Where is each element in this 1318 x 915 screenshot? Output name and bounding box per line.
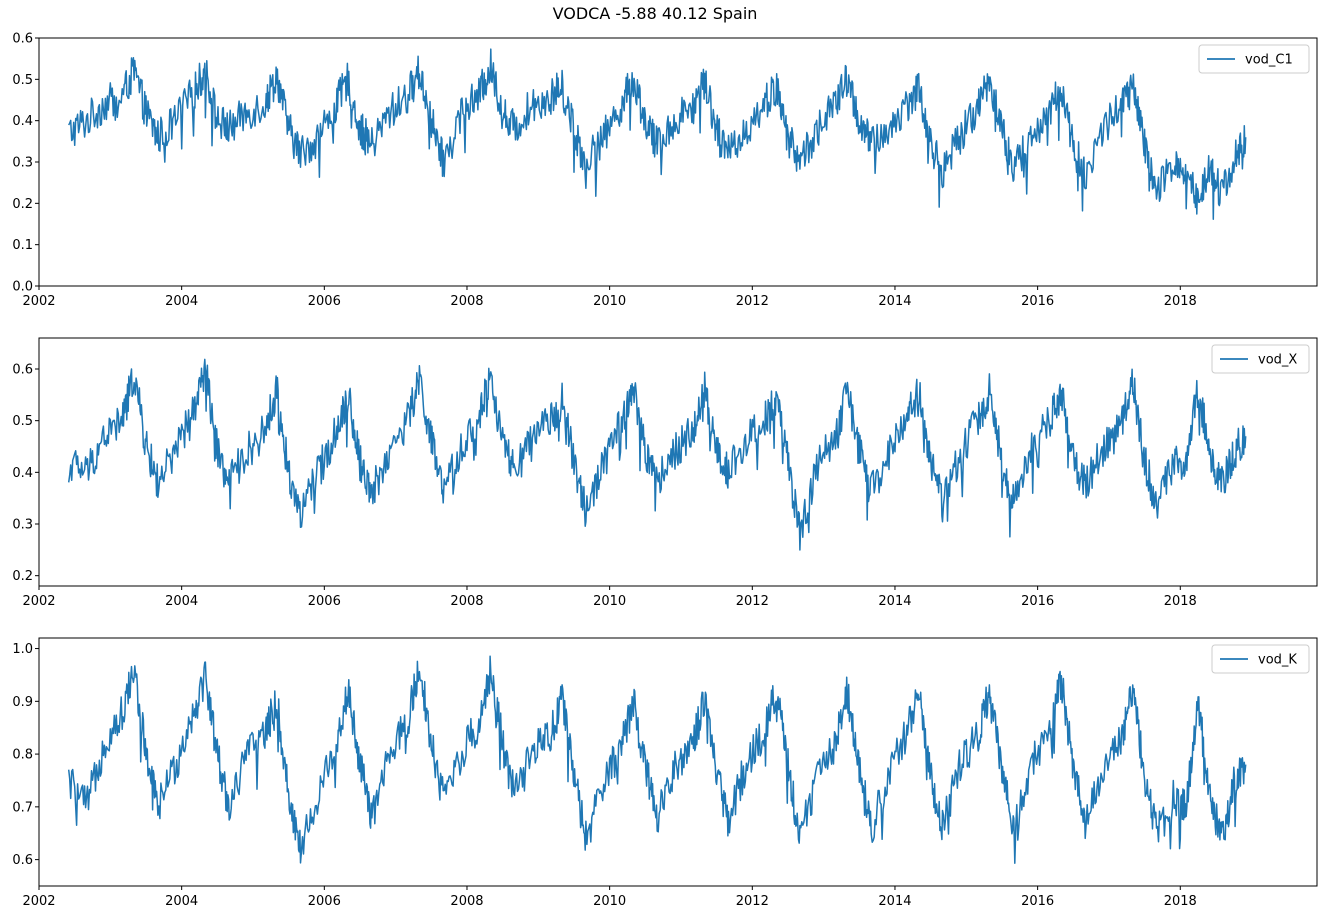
series-line-vod_C1 — [68, 48, 1247, 221]
y-tick-label: 0.5 — [12, 414, 33, 429]
x-tick-label: 2004 — [165, 294, 198, 309]
panel-2: 0.2 0.3 0.4 0.5 0.6 2002 2004 2006 2008 2010 2012 2… — [12, 337, 1318, 609]
legend-label: vod_K — [1258, 653, 1297, 668]
axes-frame — [38, 37, 1318, 287]
legend-label: vod_X — [1258, 353, 1297, 368]
x-tick-label: 2010 — [593, 294, 626, 309]
x-tick-label: 2002 — [22, 294, 55, 309]
y-tick-label: 1.0 — [12, 642, 33, 657]
x-tick-label: 2004 — [165, 594, 198, 609]
x-tick-label: 2014 — [878, 294, 911, 309]
x-tick-label: 2006 — [308, 594, 341, 609]
y-tick-label: 0.8 — [12, 748, 33, 763]
y-tick-label: 0.6 — [12, 363, 33, 378]
x-tick-label: 2008 — [450, 294, 483, 309]
x-tick-label: 2014 — [878, 894, 911, 909]
axes-frame — [38, 337, 1318, 587]
x-tick-label: 2018 — [1164, 594, 1197, 609]
x-tick-label: 2016 — [1021, 294, 1054, 309]
x-tick-label: 2002 — [22, 594, 55, 609]
x-tick-label: 2002 — [22, 894, 55, 909]
axes-frame — [38, 637, 1318, 887]
panels: 0.0 0.1 0.2 0.3 0.4 0.5 0.6 2002 2004 2006 2008 201… — [12, 32, 1318, 909]
x-tick-label: 2006 — [308, 294, 341, 309]
x-tick-label: 2004 — [165, 894, 198, 909]
x-tick-label: 2008 — [450, 594, 483, 609]
legend: vod_K — [1211, 644, 1310, 674]
x-tick-label: 2016 — [1021, 894, 1054, 909]
x-tick-label: 2014 — [878, 594, 911, 609]
y-tick-label: 0.4 — [12, 466, 33, 481]
series-line-vod_K — [67, 655, 1247, 864]
y-tick-label: 0.4 — [12, 114, 33, 129]
x-tick-label: 2012 — [736, 894, 769, 909]
y-tick-label: 0.0 — [12, 280, 33, 295]
x-tick-label: 2018 — [1164, 894, 1197, 909]
y-tick-label: 0.6 — [12, 32, 33, 47]
y-tick-label: 0.7 — [12, 800, 33, 815]
x-tick-label: 2018 — [1164, 294, 1197, 309]
x-tick-label: 2008 — [450, 894, 483, 909]
legend: vod_C1 — [1198, 44, 1310, 74]
y-tick-label: 0.6 — [12, 853, 33, 868]
y-tick-label: 0.9 — [12, 695, 33, 710]
x-tick-label: 2012 — [736, 594, 769, 609]
y-tick-label: 0.3 — [12, 518, 33, 533]
legend-box — [1211, 644, 1310, 674]
legend-box — [1211, 344, 1310, 374]
legend: vod_X — [1211, 344, 1310, 374]
y-tick-label: 0.2 — [12, 569, 33, 584]
x-tick-label: 2016 — [1021, 594, 1054, 609]
series-line-vod_X — [67, 358, 1247, 551]
x-tick-label: 2006 — [308, 894, 341, 909]
y-tick-label: 0.3 — [12, 156, 33, 171]
legend-label: vod_C1 — [1245, 53, 1293, 68]
figure-title: VODCA -5.88 40.12 Spain — [553, 4, 758, 23]
x-tick-label: 2010 — [593, 594, 626, 609]
y-tick-label: 0.5 — [12, 73, 33, 88]
panel-3: 0.6 0.7 0.8 0.9 1.0 2002 2004 2006 2008 2010 2012 2… — [12, 637, 1318, 909]
y-tick-label: 0.2 — [12, 197, 33, 212]
y-tick-label: 0.1 — [12, 238, 33, 253]
legend-box — [1198, 44, 1310, 74]
panel-1: 0.0 0.1 0.2 0.3 0.4 0.5 0.6 2002 2004 2006 2008 201… — [12, 32, 1318, 309]
x-tick-label: 2012 — [736, 294, 769, 309]
x-tick-label: 2010 — [593, 894, 626, 909]
